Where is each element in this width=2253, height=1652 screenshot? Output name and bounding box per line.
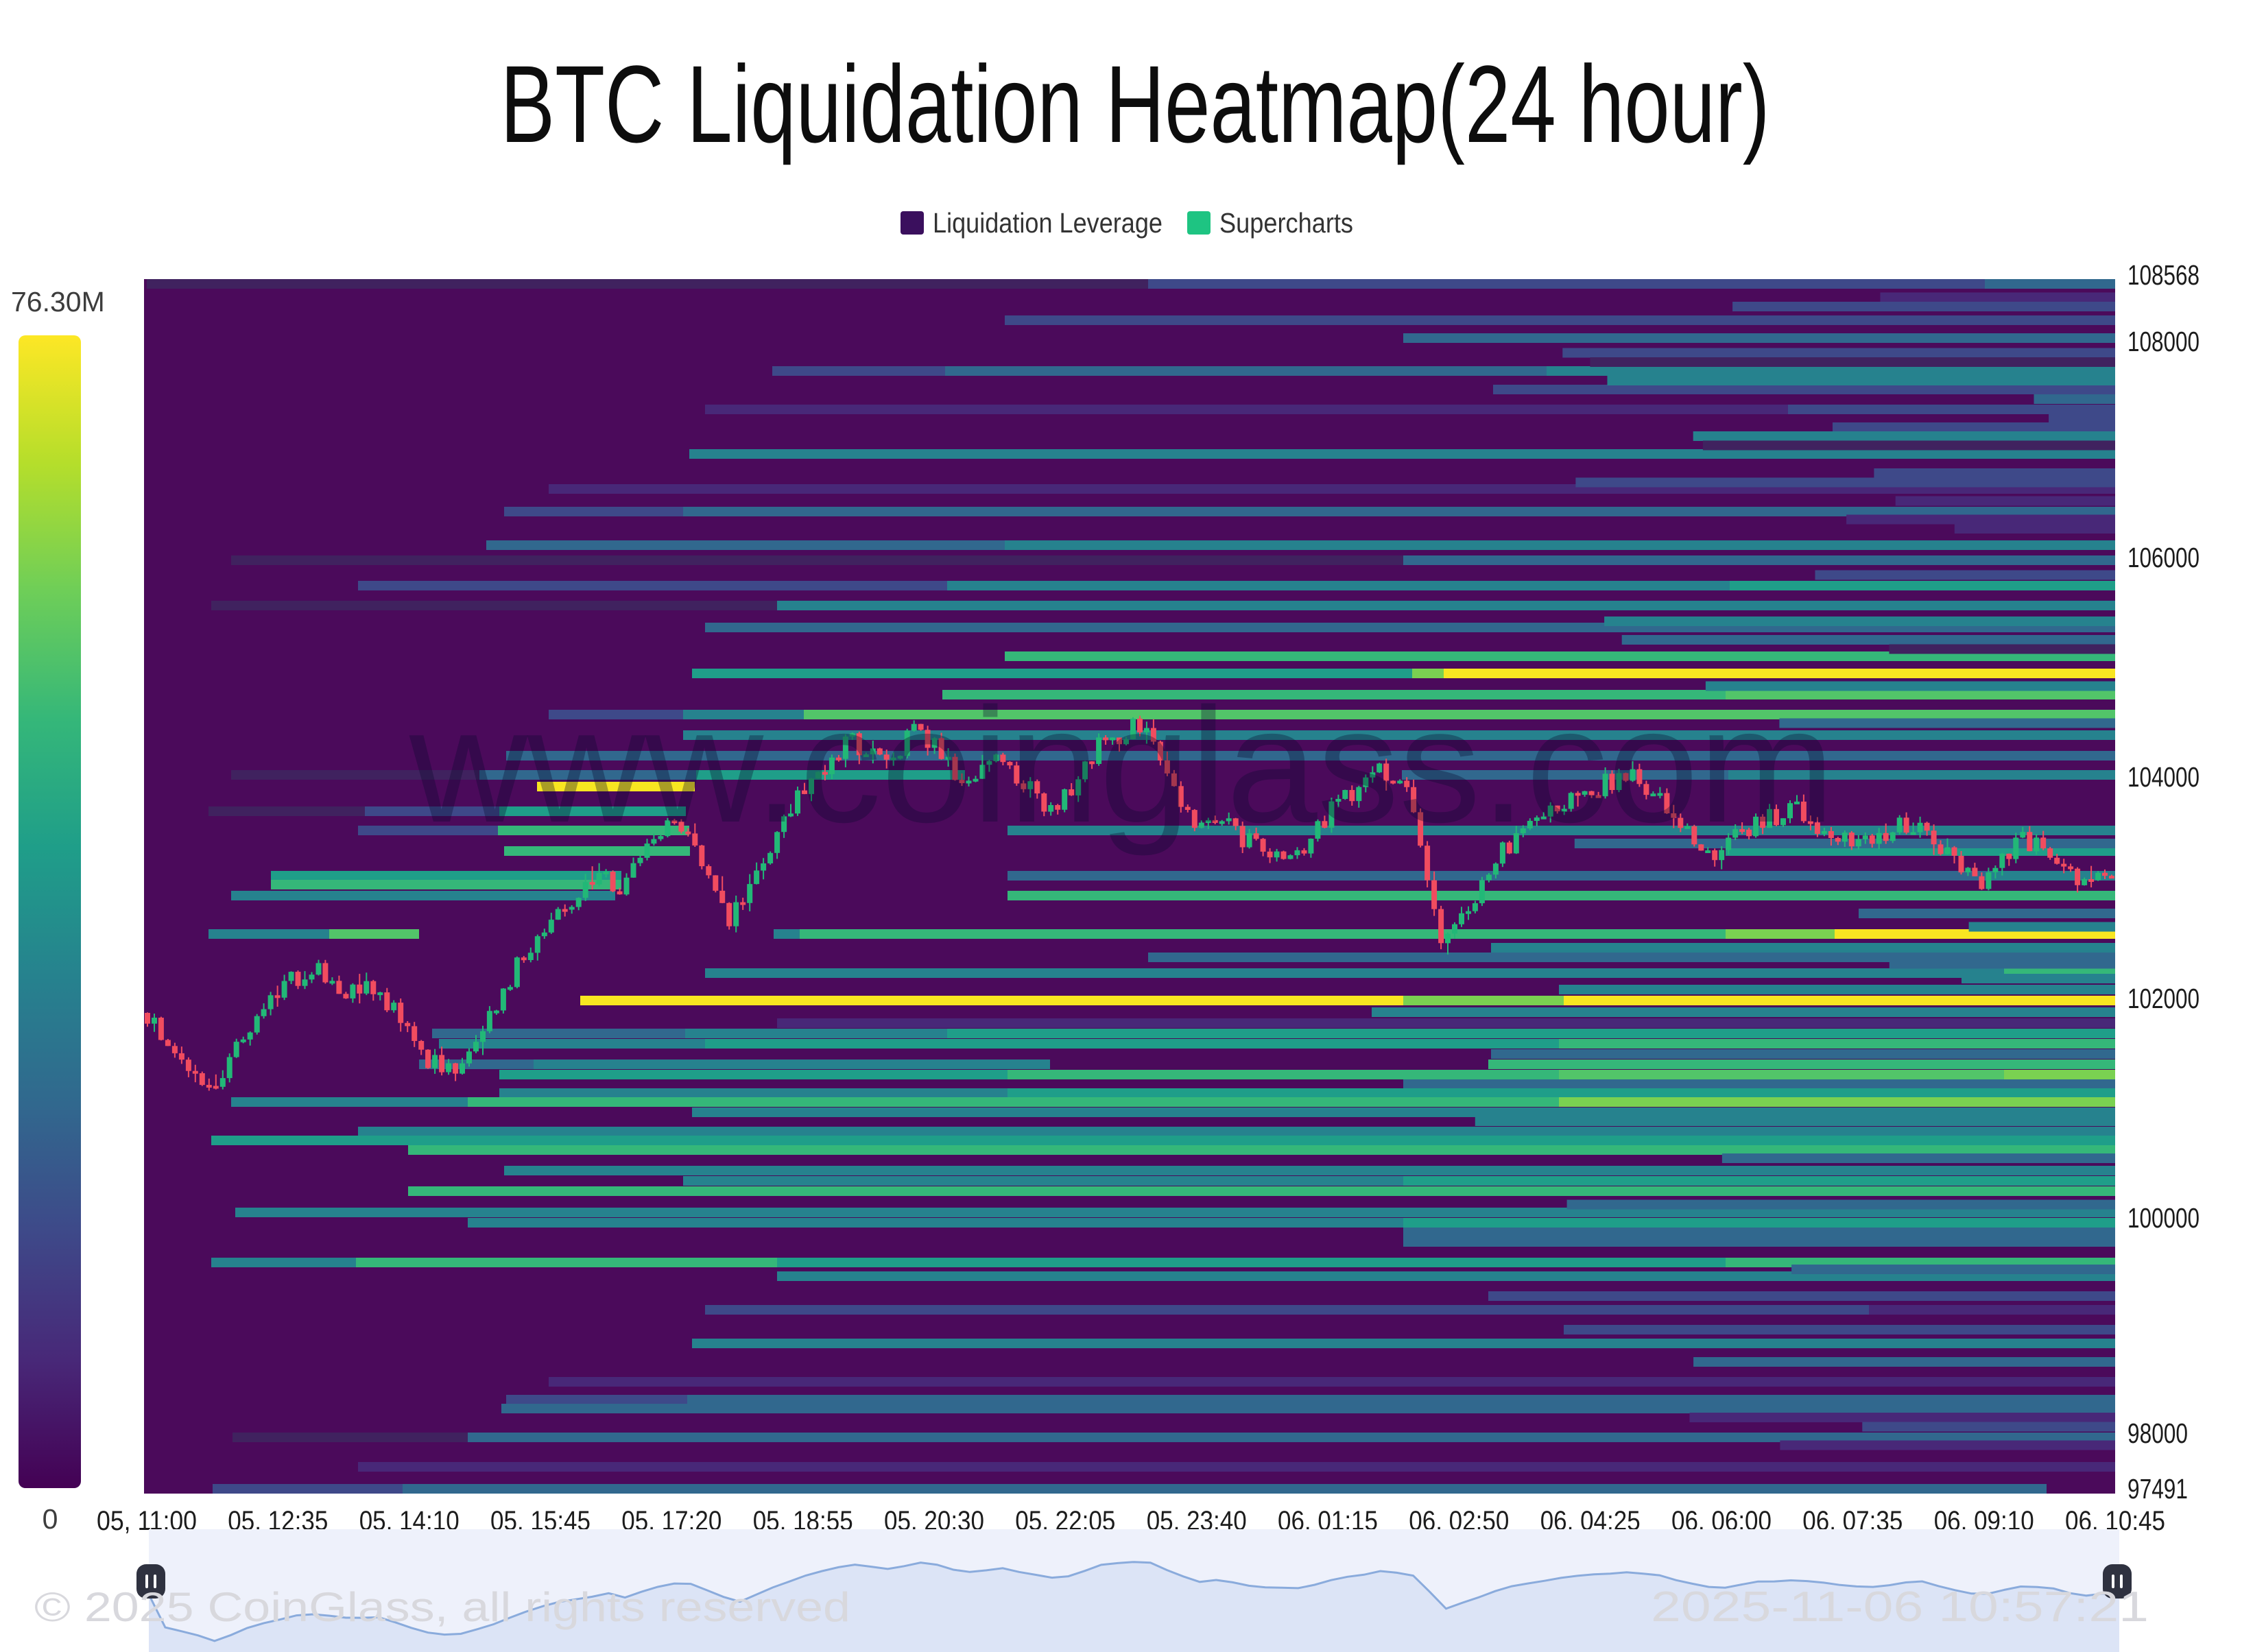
svg-text:© 2025 CoinGlass, all rights r: © 2025 CoinGlass, all rights reserved xyxy=(34,1584,850,1630)
svg-text:BTC Liquidation Heatmap(24 hou: BTC Liquidation Heatmap(24 hour) xyxy=(501,43,1770,165)
svg-text:0: 0 xyxy=(43,1503,58,1535)
svg-text:102000: 102000 xyxy=(2127,983,2200,1014)
svg-text:104000: 104000 xyxy=(2127,761,2200,793)
svg-text:100000: 100000 xyxy=(2127,1202,2200,1234)
svg-text:www.coinglass.com: www.coinglass.com xyxy=(409,675,1835,857)
svg-text:Liquidation Leverage: Liquidation Leverage xyxy=(933,207,1163,239)
svg-text:2025-11-06 10:57:21: 2025-11-06 10:57:21 xyxy=(1651,1583,2149,1631)
svg-text:106000: 106000 xyxy=(2127,542,2200,573)
svg-text:108000: 108000 xyxy=(2127,326,2200,357)
svg-text:Supercharts: Supercharts xyxy=(1219,207,1353,239)
svg-text:98000: 98000 xyxy=(2127,1417,2188,1449)
svg-text:108568: 108568 xyxy=(2127,259,2200,291)
svg-text:76.30M: 76.30M xyxy=(11,286,105,318)
svg-text:97491: 97491 xyxy=(2127,1473,2188,1505)
